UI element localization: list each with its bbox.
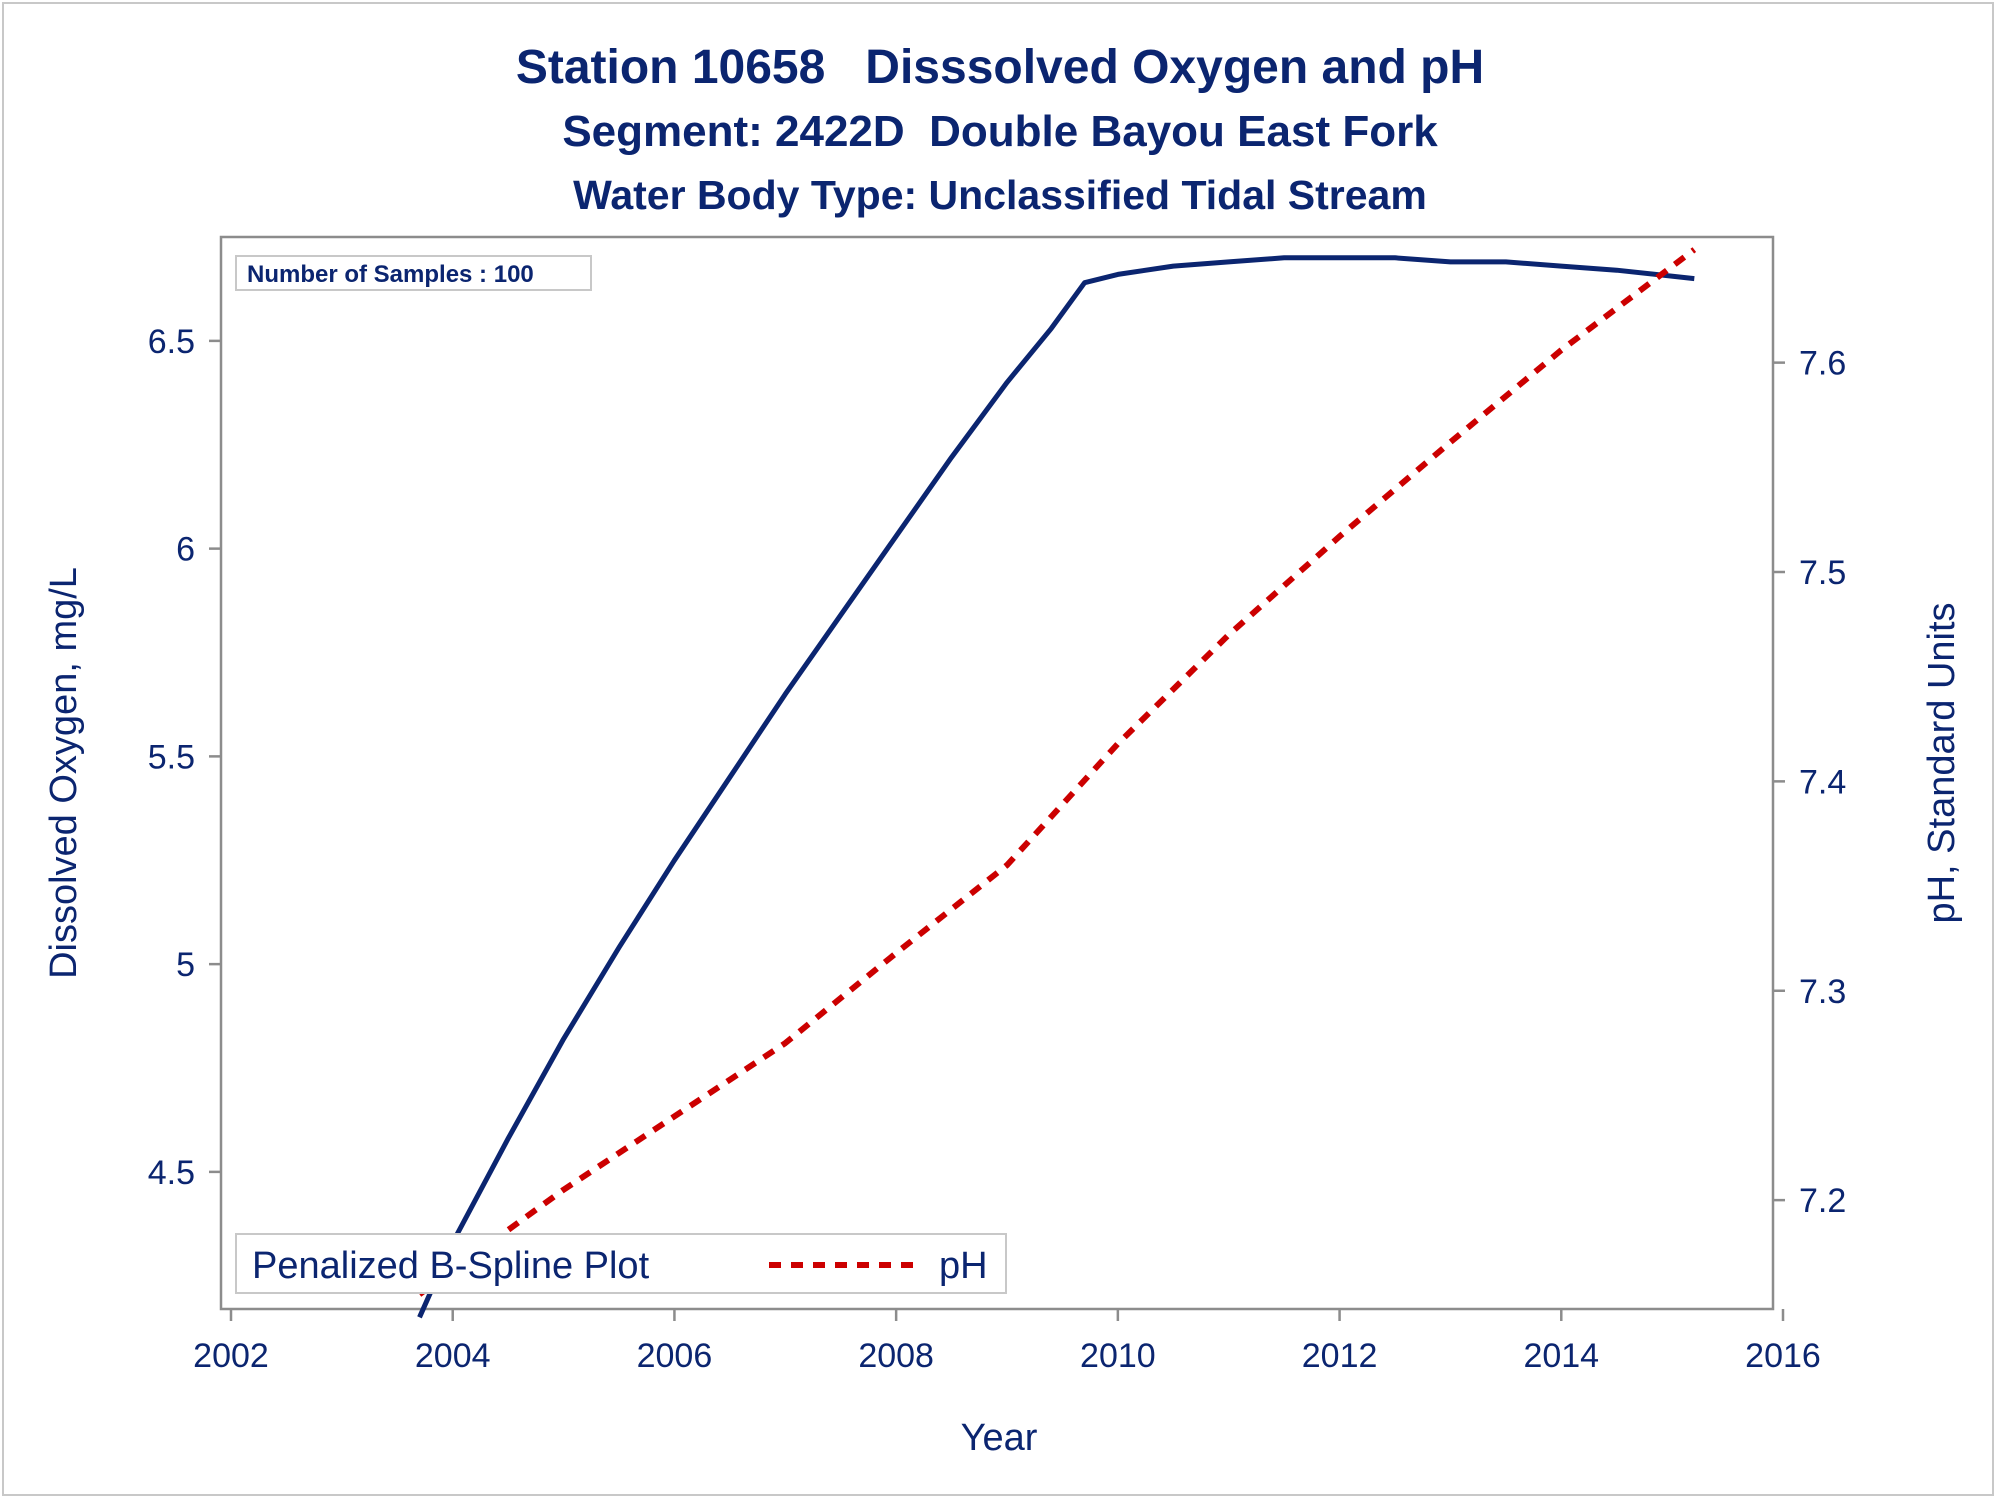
plot-area-frame: [219, 235, 1775, 1311]
left-y-tick-label: 5.5: [148, 738, 195, 776]
chart-subtitle: Segment: 2422D Double Bayou East Fork: [562, 107, 1438, 156]
left-y-axis-label: Dissolved Oxygen, mg/L: [43, 567, 85, 979]
right-y-tick-label: 7.3: [1799, 973, 1846, 1011]
legend-title: Penalized B-Spline Plot: [252, 1245, 650, 1287]
title-block: Station 10658 Disssolved Oxygen and pH S…: [0, 36, 2000, 226]
left-y-tick-label: 6.5: [148, 323, 195, 361]
dissolved-oxygen-series-line: [417, 255, 1695, 1319]
chart-title: Station 10658 Disssolved Oxygen and pH: [515, 41, 1485, 94]
right-y-tick-label: 7.6: [1799, 345, 1846, 383]
left-y-tick-label: 6: [176, 531, 195, 569]
x-tick-label: 2002: [193, 1337, 269, 1375]
x-tick-label: 2010: [1080, 1337, 1156, 1375]
series-layer: [417, 247, 1697, 1319]
left-y-axis: 4.5 5 5.5 6 6.5: [148, 323, 221, 1192]
right-y-tick-label: 7.5: [1799, 554, 1846, 592]
sample-count-text: Number of Samples : 100: [247, 261, 534, 288]
sample-count-inset: Number of Samples : 100: [235, 255, 592, 291]
right-y-tick-label: 7.2: [1799, 1182, 1846, 1220]
right-y-axis: 7.2 7.3 7.4 7.5 7.6: [1773, 345, 1846, 1220]
legend: Penalized B-Spline Plot pH: [235, 1233, 1007, 1294]
x-axis-label: Year: [961, 1417, 1038, 1459]
legend-ph-label: pH: [939, 1245, 988, 1287]
x-tick-label: 2016: [1745, 1337, 1821, 1375]
left-y-tick-label: 5: [176, 946, 195, 984]
left-y-tick-label: 4.5: [148, 1154, 195, 1192]
x-tick-label: 2006: [637, 1337, 713, 1375]
x-tick-label: 2012: [1302, 1337, 1378, 1375]
x-tick-label: 2004: [415, 1337, 491, 1375]
right-y-axis-label: pH, Standard Units: [1921, 602, 1963, 923]
ph-series-line: [417, 247, 1697, 1297]
x-axis: 2002 2004 2006 2008 2010 2012 2014 2016: [193, 1309, 1821, 1375]
x-tick-label: 2014: [1523, 1337, 1599, 1375]
chart-subtitle-water-body: Water Body Type: Unclassified Tidal Stre…: [573, 172, 1427, 218]
right-y-tick-label: 7.4: [1799, 763, 1846, 801]
x-tick-label: 2008: [858, 1337, 934, 1375]
